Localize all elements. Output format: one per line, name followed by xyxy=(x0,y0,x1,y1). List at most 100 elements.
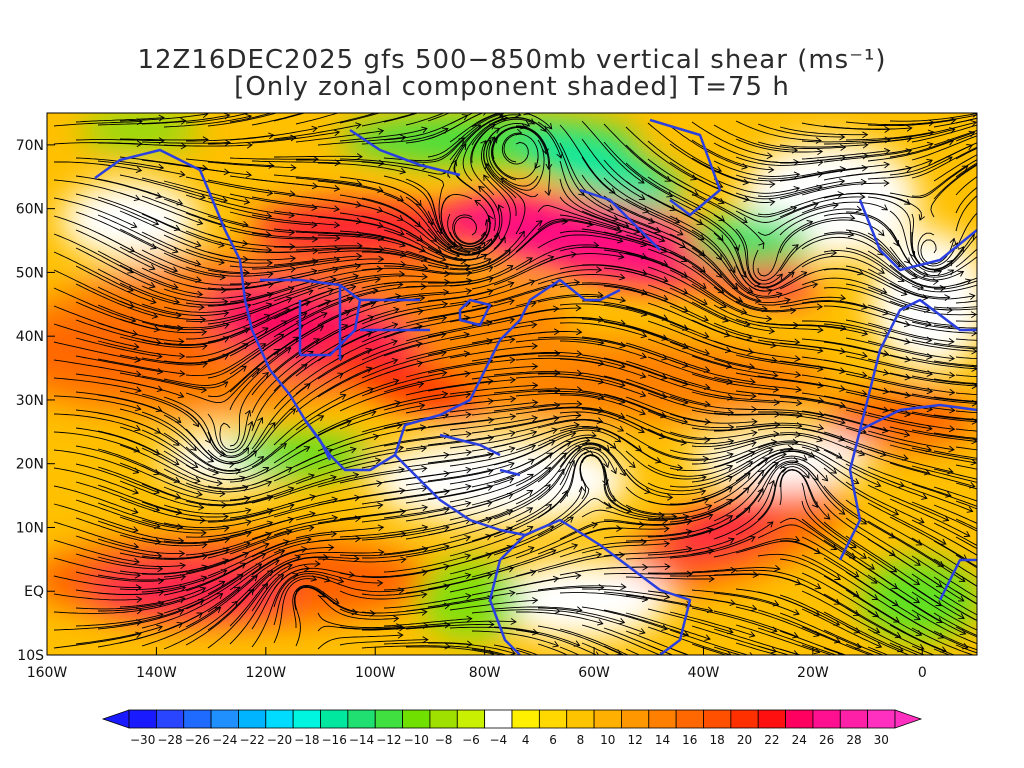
streamline xyxy=(449,645,508,655)
lon-tick-label: 40W xyxy=(688,665,720,681)
streamline xyxy=(691,193,765,244)
streamline-arrowhead xyxy=(682,379,689,387)
streamline xyxy=(515,553,602,577)
streamline-arrowhead xyxy=(308,473,315,480)
streamline-arrowhead xyxy=(835,452,843,459)
streamline xyxy=(581,624,661,655)
streamline xyxy=(493,574,581,592)
streamline xyxy=(97,520,184,542)
streamline xyxy=(493,606,582,611)
streamline-arrowhead xyxy=(333,185,341,192)
plot-frame xyxy=(46,112,978,656)
streamline xyxy=(207,559,280,613)
streamline-arrowhead xyxy=(294,554,301,562)
streamline xyxy=(757,296,846,306)
streamline xyxy=(361,215,442,253)
streamline xyxy=(53,341,141,361)
streamline xyxy=(383,137,465,162)
streamline xyxy=(361,113,417,127)
streamline xyxy=(625,252,707,289)
streamline xyxy=(559,303,647,316)
streamline xyxy=(339,158,428,168)
streamline xyxy=(559,454,594,522)
streamline xyxy=(383,502,471,519)
streamline xyxy=(447,213,491,248)
streamline xyxy=(273,124,361,140)
streamline-arrowhead xyxy=(1017,381,1022,387)
streamline xyxy=(185,464,269,481)
streamline xyxy=(735,642,779,655)
streamline xyxy=(559,142,614,211)
streamline xyxy=(163,304,251,313)
streamline xyxy=(779,469,818,508)
streamline-arrowhead xyxy=(266,259,273,267)
streamline-arrowhead xyxy=(372,433,380,441)
streamline xyxy=(669,472,751,505)
streamline-arrowhead xyxy=(443,506,450,514)
streamline-arrowhead xyxy=(591,521,599,529)
streamline xyxy=(295,504,383,521)
streamline-arrowhead xyxy=(893,616,900,623)
streamline-arrowhead xyxy=(663,540,671,548)
streamline xyxy=(405,113,445,126)
colorbar-swatch xyxy=(456,709,486,729)
streamline xyxy=(185,303,272,322)
streamline xyxy=(625,612,711,640)
streamline xyxy=(185,495,273,507)
streamline-arrowhead xyxy=(981,615,987,620)
colorbar-swatch xyxy=(730,709,759,729)
colorbar-label: −24 xyxy=(212,733,237,747)
streamline xyxy=(339,639,428,646)
streamline-arrowhead xyxy=(857,268,864,276)
streamline xyxy=(295,177,384,192)
streamline xyxy=(207,161,296,169)
streamline-arrowhead xyxy=(311,125,318,133)
streamline xyxy=(603,465,665,516)
streamline xyxy=(97,214,178,253)
streamline xyxy=(933,360,977,367)
streamline-arrowhead xyxy=(134,404,142,412)
streamline xyxy=(471,484,551,524)
streamline-arrowhead xyxy=(704,418,711,426)
streamline-arrowhead xyxy=(171,247,179,254)
streamline-arrowhead xyxy=(369,300,377,308)
streamline xyxy=(362,624,450,631)
streamline-arrowhead xyxy=(202,136,209,144)
streamline-arrowhead xyxy=(704,634,711,641)
streamline xyxy=(361,508,450,523)
streamline xyxy=(119,426,198,468)
streamline-arrowhead xyxy=(839,133,846,141)
streamline xyxy=(669,305,752,339)
streamline xyxy=(581,642,611,655)
streamline-arrowhead xyxy=(545,122,553,130)
streamline xyxy=(317,359,398,398)
streamline-arrowhead xyxy=(196,218,204,226)
streamline-arrowhead xyxy=(923,468,931,476)
streamline xyxy=(449,384,538,395)
streamline-arrowhead xyxy=(207,456,215,463)
streamline-arrowhead xyxy=(288,106,294,112)
streamline-arrowhead xyxy=(1017,418,1022,424)
streamline xyxy=(889,246,964,281)
streamline xyxy=(75,481,160,511)
streamline-arrowhead xyxy=(264,314,271,321)
streamline xyxy=(889,131,975,158)
streamline-arrowhead xyxy=(267,105,273,111)
streamline xyxy=(119,612,203,644)
streamline xyxy=(141,114,230,125)
streamline xyxy=(427,415,516,428)
streamline-arrowhead xyxy=(301,546,308,553)
streamline-arrowhead xyxy=(391,339,398,346)
streamline xyxy=(251,248,340,253)
streamline xyxy=(889,426,977,442)
streamline-arrowhead xyxy=(958,613,965,620)
streamline xyxy=(163,365,247,386)
streamline xyxy=(119,576,207,590)
streamline-arrowhead xyxy=(485,139,492,146)
streamline-arrowhead xyxy=(261,583,269,590)
streamline-arrowhead xyxy=(570,251,577,258)
streamline-arrowhead xyxy=(441,300,449,308)
streamline xyxy=(757,591,840,626)
streamline-arrowhead xyxy=(376,265,383,273)
streamline xyxy=(515,357,604,365)
